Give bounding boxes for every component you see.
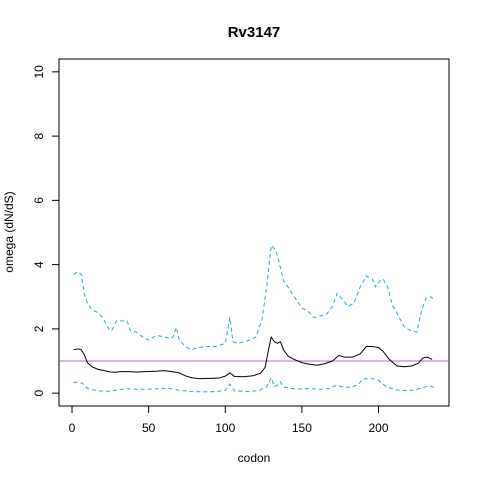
- y-tick-label: 8: [32, 132, 46, 139]
- x-tick-label: 0: [69, 421, 76, 435]
- series-line-lower-bound: [73, 377, 436, 393]
- y-tick-label: 0: [32, 389, 46, 396]
- x-tick-label: 150: [292, 421, 312, 435]
- x-tick-label: 100: [215, 421, 235, 435]
- series-line-upper-bound: [73, 244, 436, 351]
- x-tick-label: 200: [368, 421, 388, 435]
- x-axis-label: codon: [238, 451, 271, 465]
- x-tick-label: 50: [142, 421, 156, 435]
- y-tick-label: 2: [32, 325, 46, 332]
- y-axis: 0 2 4 6 8 10: [32, 65, 60, 396]
- y-tick-label: 6: [32, 197, 46, 204]
- y-tick-label: 4: [32, 261, 46, 268]
- series-line-omega: [73, 336, 433, 380]
- series-layer: [73, 244, 436, 393]
- chart-title: Rv3147: [228, 24, 281, 41]
- x-axis: 0 50 100 150 200: [69, 405, 389, 435]
- y-tick-label: 10: [32, 65, 46, 79]
- y-axis-label: omega (dN/dS): [2, 191, 16, 272]
